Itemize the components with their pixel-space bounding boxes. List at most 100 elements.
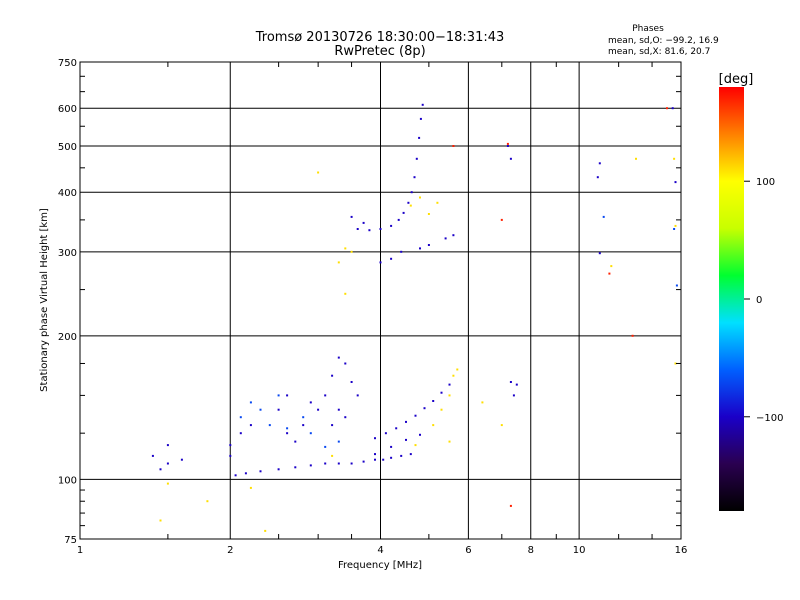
legend-title: Phases — [632, 24, 664, 34]
y-tick-label: 600 — [58, 104, 77, 115]
colorbar-ticks: 100 0 −100 — [744, 177, 783, 424]
legend-line-o: mean, sd,O: −99.2, 16.9 — [608, 36, 719, 46]
data-point — [337, 261, 340, 264]
data-point — [427, 244, 430, 246]
data-point — [598, 162, 601, 165]
data-point — [608, 272, 611, 275]
data-point — [350, 381, 353, 383]
data-point — [324, 445, 327, 448]
data-point — [674, 362, 677, 365]
x-tick-label: 10 — [573, 545, 586, 556]
data-point — [344, 247, 347, 250]
data-point — [440, 391, 443, 394]
data-point — [405, 420, 407, 423]
y-axis-ticks: 75 100 200 300 400 500 600 750 — [58, 58, 681, 546]
data-point — [432, 424, 435, 427]
data-point — [409, 204, 412, 207]
data-point — [409, 453, 412, 456]
data-point — [666, 107, 668, 110]
data-point — [509, 381, 512, 383]
plot-grid — [80, 62, 681, 539]
data-point — [344, 292, 347, 295]
y-axis-label: Stationary phase Virtual Height [km] — [39, 208, 50, 392]
data-point — [596, 176, 599, 179]
y-tick-label: 300 — [58, 248, 77, 259]
data-point — [400, 250, 403, 253]
data-point — [324, 394, 327, 397]
x-tick-label: 2 — [227, 545, 233, 556]
colorbar-tick-label: −100 — [756, 413, 783, 424]
data-point — [413, 176, 416, 179]
data-point — [331, 454, 334, 457]
y-tick-label: 500 — [58, 142, 77, 153]
data-point — [673, 228, 676, 230]
data-point — [302, 424, 305, 427]
data-points — [151, 103, 678, 532]
data-point — [415, 157, 418, 160]
data-point — [410, 191, 413, 194]
data-point — [421, 103, 424, 106]
x-tick-label: 1 — [77, 545, 83, 556]
colorbar-gradient — [719, 87, 744, 511]
data-point — [368, 229, 371, 232]
data-point — [397, 218, 400, 221]
data-point — [673, 157, 676, 160]
x-tick-label: 6 — [465, 545, 471, 556]
data-point — [506, 145, 509, 147]
data-point — [229, 454, 232, 457]
chart-subtitle: RwPretec (8p) — [334, 44, 425, 59]
data-point — [456, 368, 459, 371]
data-point — [382, 458, 385, 461]
data-point — [350, 462, 353, 465]
colorbar-tick-label: 0 — [756, 295, 762, 306]
data-point — [166, 482, 169, 485]
data-point — [234, 474, 237, 477]
data-point — [407, 201, 410, 204]
data-point — [324, 462, 327, 465]
data-point — [239, 416, 242, 419]
x-tick-label: 4 — [377, 545, 383, 556]
data-point — [405, 438, 407, 441]
data-point — [286, 432, 289, 435]
data-point — [206, 500, 209, 503]
data-point — [356, 228, 359, 230]
data-point — [244, 472, 247, 475]
x-tick-label: 16 — [675, 545, 688, 556]
data-point — [384, 432, 387, 435]
data-point — [432, 400, 435, 402]
data-point — [515, 383, 518, 386]
phase-legend: Phases mean, sd,O: −99.2, 16.9 mean, sd,… — [608, 24, 719, 57]
data-point — [419, 117, 422, 120]
data-point — [671, 107, 674, 110]
data-point — [419, 247, 421, 250]
y-tick-label: 200 — [58, 332, 77, 343]
data-point — [448, 383, 451, 386]
data-point — [602, 215, 605, 218]
data-point — [259, 470, 262, 473]
data-point — [374, 453, 376, 456]
data-point — [229, 444, 232, 447]
data-point — [675, 284, 678, 287]
data-point — [337, 356, 340, 359]
y-tick-label: 400 — [58, 188, 77, 199]
data-point — [512, 394, 515, 397]
data-point — [452, 234, 455, 237]
colorbar-tick-label: 100 — [756, 177, 775, 188]
y-tick-label: 750 — [58, 58, 77, 69]
data-point — [419, 433, 421, 436]
data-point — [286, 394, 289, 397]
data-point — [350, 250, 353, 253]
data-point — [509, 504, 512, 507]
data-point — [500, 424, 503, 427]
data-point — [631, 334, 634, 337]
data-point — [294, 440, 297, 443]
data-point — [180, 458, 183, 461]
data-point — [344, 362, 347, 365]
data-point — [362, 221, 365, 224]
data-point — [259, 408, 262, 411]
data-point — [317, 408, 320, 411]
data-point — [277, 394, 280, 397]
legend-line-x: mean, sd,X: 81.6, 20.7 — [608, 47, 710, 57]
data-point — [249, 424, 252, 427]
data-point — [166, 462, 169, 465]
